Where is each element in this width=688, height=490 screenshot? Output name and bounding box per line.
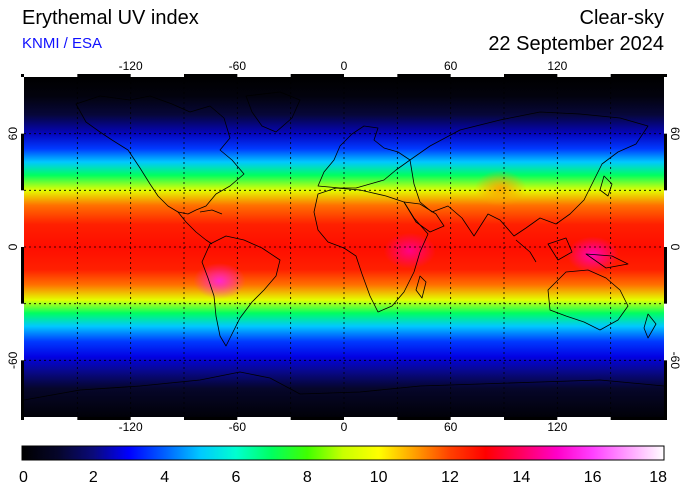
coastline-north-america [75,95,245,215]
lon-label-top: -60 [229,59,247,73]
coastline-sumatra [515,239,537,263]
lon-label-bottom: -120 [119,420,143,434]
coastline-borneo [547,237,573,261]
frame-tick-bottom [24,417,78,420]
coastline-new-guinea [585,253,629,269]
map-plot-area [24,77,664,417]
frame-tick-right [664,190,667,247]
uv-hotspot-andes [193,263,246,299]
sky-condition: Clear-sky [579,7,664,29]
lon-label-bottom: 120 [547,420,567,434]
map-title: Erythemal UV index [22,7,199,29]
coastline-madagascar [415,275,427,299]
coastline-arabia [403,201,445,233]
lon-label-top: 60 [444,59,458,73]
frame-tick-bottom [557,417,611,420]
frame-tick-bottom [450,417,504,420]
coastline-africa [313,187,429,313]
coastline-japan [599,175,613,197]
coastline-europe [317,125,411,189]
frame-tick-bottom [344,417,398,420]
lat-label-left: -60 [6,351,20,369]
colorbar: 0 2 4 6 8 10 12 14 16 18 [19,445,667,486]
lat-label-right: -60 [668,352,682,370]
map-date: 22 September 2024 [488,33,664,55]
frame-tick-right [664,303,667,361]
colorbar-tick-label: 6 [232,469,241,486]
colorbar-tick-label: 8 [303,469,312,486]
frame-tick-top [450,74,504,77]
frame-tick-left [21,77,24,134]
coastline-antarctica [24,371,664,401]
frame-tick-bottom [237,417,291,420]
uv-hotspot-tibetan-plateau [474,170,527,207]
uv-hotspot-east-africa [383,232,436,269]
colorbar-tick-label: 12 [441,469,459,486]
colorbar-tick-label: 4 [160,469,169,486]
lat-label-left: 60 [6,127,20,141]
frame-tick-top [344,74,398,77]
coastline-central-america [177,211,213,245]
colorbar-tick-label: 0 [19,469,28,486]
colorbar-tick-label: 18 [649,469,667,486]
frame-tick-top [130,74,184,77]
lon-label-bottom: -60 [229,420,247,434]
frame-tick-top [24,74,78,77]
colorbar-scale [21,445,665,461]
coastline-new-zealand [643,313,657,339]
lon-label-top: -120 [119,59,143,73]
colorbar-tick-label: 16 [584,469,602,486]
lon-label-bottom: 60 [444,420,458,434]
lat-label-left: 0 [6,243,20,250]
lon-label-bottom: 0 [341,420,348,434]
frame-tick-right [664,77,667,134]
coastline-asia [409,111,649,237]
colorbar-tick-label: 2 [89,469,98,486]
frame-tick-left [21,303,24,361]
frame-tick-top [557,74,611,77]
frame-tick-bottom [130,417,184,420]
source-credit: KNMI / ESA [22,35,103,52]
coastline-cuba [199,209,223,215]
coastline-australia [547,269,629,331]
coastline-south-america [201,235,281,347]
graticule [24,77,664,417]
lon-label-top: 120 [547,59,567,73]
lat-label-right: 0 [668,244,682,251]
colorbar-tick-label: 14 [512,469,530,486]
frame-tick-left [21,190,24,247]
coastline-greenland [245,91,301,133]
map-axis-labels: -120 -120 -60 -60 0 0 60 60 120 120 60 60 0 0 -60 -60 [6,59,682,434]
lat-label-right: 60 [668,127,682,141]
colorbar-tick-label: 10 [370,469,388,486]
frame-tick-top [237,74,291,77]
coastlines [24,91,664,401]
lon-label-top: 0 [341,59,348,73]
